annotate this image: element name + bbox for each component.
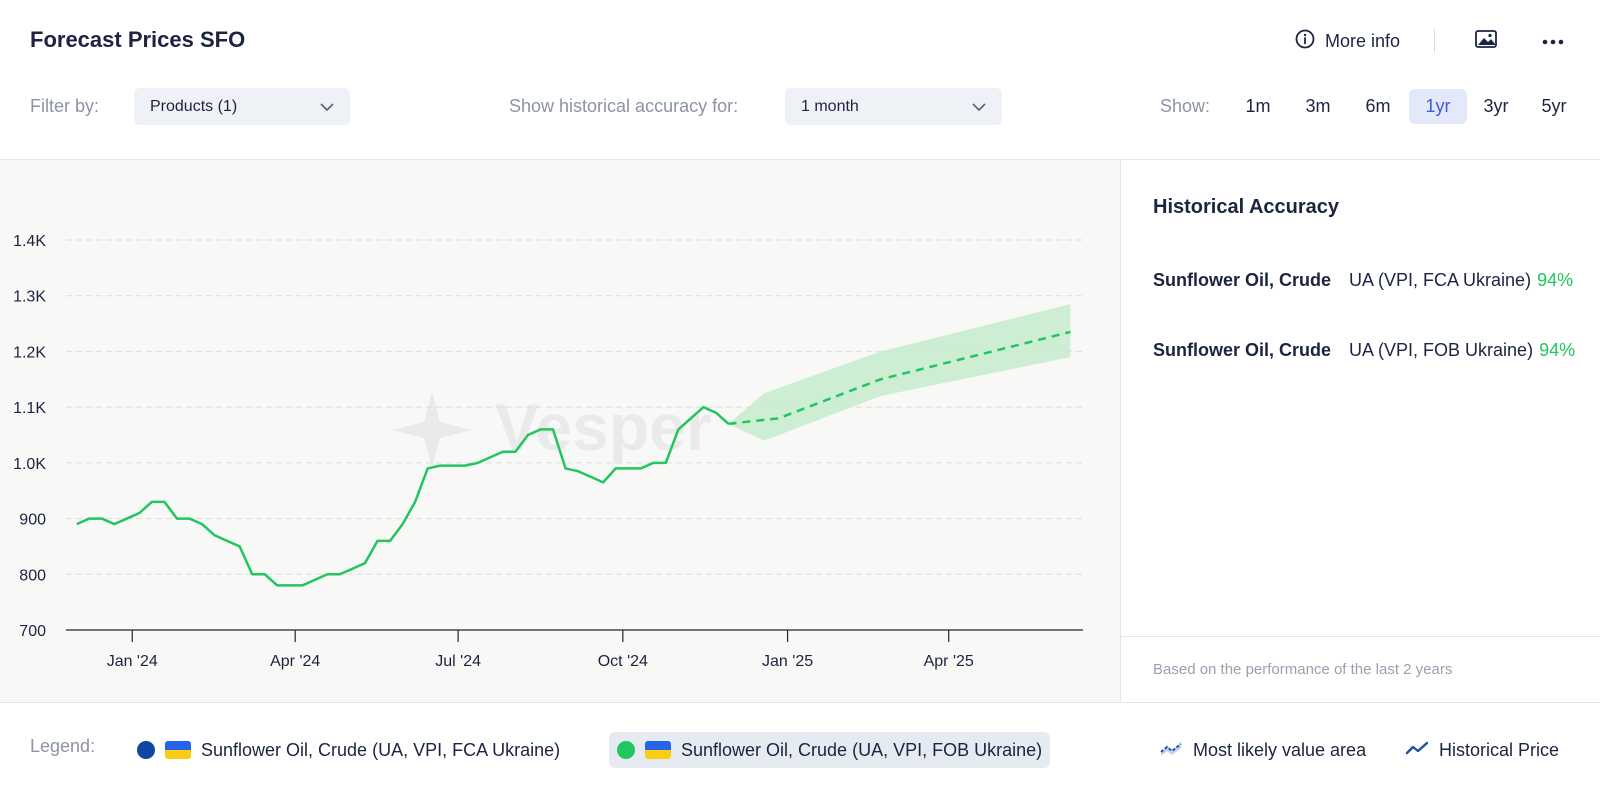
page-title: Forecast Prices SFO — [30, 27, 246, 52]
range-1yr[interactable]: 1yr — [1409, 89, 1467, 124]
line-chart-icon — [1405, 740, 1429, 761]
y-tick-label: 1.3K — [13, 289, 46, 306]
accuracy-period-value: 1 month — [801, 97, 859, 115]
products-dropdown-value: Products (1) — [150, 97, 238, 115]
products-dropdown[interactable]: Products (1) — [134, 88, 350, 125]
forecast-band — [728, 304, 1071, 441]
y-tick-label: 700 — [19, 623, 46, 640]
chart-panel: Vesper 700 800 900 1.0K 1.1K 1.2K 1.3K 1.4K Jan… — [0, 159, 1120, 703]
accuracy-percent: 94% — [1537, 270, 1574, 290]
historical-line — [76, 405, 730, 587]
accuracy-period-dropdown[interactable]: 1 month — [785, 88, 1002, 125]
forecast-line — [728, 330, 1071, 426]
accuracy-percent: 94% — [1539, 340, 1576, 360]
more-info-label: More info — [1324, 30, 1400, 51]
accuracy-label: Show historical accuracy for: — [509, 96, 739, 116]
watermark-logo-icon — [392, 392, 472, 468]
y-tick-label: 800 — [19, 567, 46, 584]
legend-label: Legend: — [30, 736, 96, 756]
ukraine-flag-icon — [645, 741, 671, 759]
legend-item-label: Sunflower Oil, Crude (UA, VPI, FOB Ukrai… — [681, 739, 1043, 760]
y-tick-label: 1.1K — [13, 400, 46, 417]
range-1m[interactable]: 1m — [1245, 96, 1271, 116]
header-divider — [1434, 29, 1435, 53]
more-info-button[interactable]: More info — [1295, 29, 1400, 54]
x-tick-label: Jul '24 — [435, 653, 481, 670]
range-3yr[interactable]: 3yr — [1483, 96, 1509, 116]
value-area-label: Most likely value area — [1193, 739, 1367, 760]
image-export-button[interactable] — [1469, 24, 1503, 58]
legend-historical: Historical Price — [1405, 736, 1559, 764]
y-tick-label: 1.4K — [13, 233, 46, 250]
series-color-dot — [137, 741, 155, 759]
more-horizontal-icon — [1542, 32, 1564, 50]
x-tick-label: Apr '25 — [924, 653, 974, 670]
price-chart[interactable]: Vesper 700 800 900 1.0K 1.1K 1.2K 1.3K 1.4K Jan… — [0, 160, 1120, 704]
accuracy-product: Sunflower Oil, Crude — [1153, 270, 1332, 290]
chevron-down-icon — [320, 98, 334, 116]
ukraine-flag-icon — [165, 741, 191, 759]
series-color-dot — [617, 741, 635, 759]
accuracy-title: Historical Accuracy — [1153, 196, 1340, 218]
accuracy-row: Sunflower Oil, Crude UA (VPI, FCA Ukrain… — [1153, 270, 1573, 291]
legend-item-label: Sunflower Oil, Crude (UA, VPI, FCA Ukrai… — [201, 739, 561, 760]
accuracy-note: Based on the performance of the last 2 y… — [1153, 661, 1453, 678]
chevron-down-icon — [972, 98, 986, 116]
x-tick-label: Jan '25 — [762, 653, 813, 670]
range-6m[interactable]: 6m — [1365, 96, 1391, 116]
y-tick-label: 1.2K — [13, 344, 46, 361]
header-actions: More info — [1295, 24, 1570, 58]
accuracy-row: Sunflower Oil, Crude UA (VPI, FOB Ukrain… — [1153, 340, 1575, 361]
x-tick-label: Jan '24 — [107, 653, 158, 670]
accuracy-variant: UA (VPI, FOB Ukraine) — [1349, 340, 1534, 360]
info-icon — [1295, 29, 1315, 54]
accuracy-variant: UA (VPI, FCA Ukraine) — [1349, 270, 1532, 290]
image-icon — [1474, 28, 1498, 55]
legend-item-fob[interactable]: Sunflower Oil, Crude (UA, VPI, FOB Ukrai… — [609, 732, 1051, 768]
y-tick-label: 900 — [19, 512, 46, 529]
range-3m[interactable]: 3m — [1305, 96, 1331, 116]
range-5yr[interactable]: 5yr — [1541, 96, 1567, 116]
legend-item-fca[interactable]: Sunflower Oil, Crude (UA, VPI, FCA Ukrai… — [129, 732, 568, 768]
x-tick-label: Oct '24 — [598, 653, 648, 670]
show-label: Show: — [1160, 96, 1211, 116]
accuracy-divider — [1121, 636, 1600, 637]
more-options-button[interactable] — [1536, 24, 1570, 58]
accuracy-product: Sunflower Oil, Crude — [1153, 340, 1332, 360]
accuracy-panel: Historical Accuracy Sunflower Oil, Crude… — [1120, 159, 1600, 703]
watermark-text: Vesper — [495, 390, 712, 464]
legend-value-area: Most likely value area — [1159, 736, 1366, 764]
historical-label: Historical Price — [1439, 739, 1560, 760]
y-tick-label: 1.0K — [13, 456, 46, 473]
watermark: Vesper — [392, 390, 712, 468]
filter-label: Filter by: — [30, 96, 100, 116]
value-area-icon — [1159, 739, 1183, 762]
x-tick-label: Apr '24 — [270, 653, 320, 670]
